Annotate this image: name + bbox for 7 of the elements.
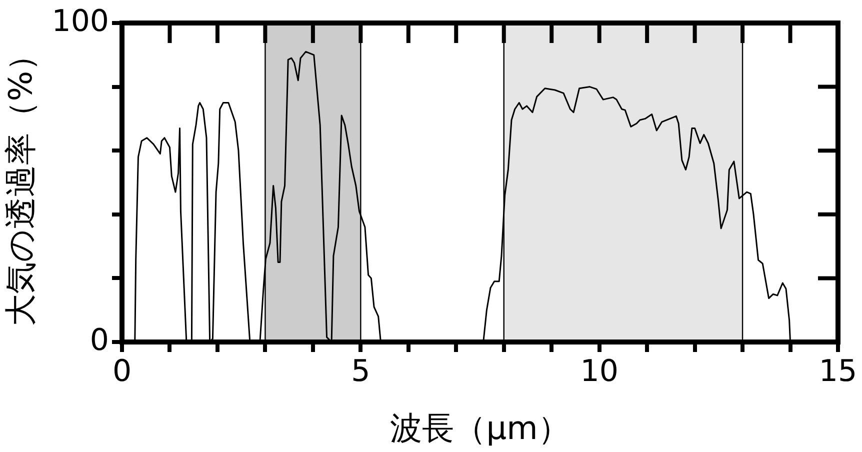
x-tick-label: 15 [818, 354, 858, 389]
x-tick-label: 5 [351, 354, 370, 389]
x-tick-label: 0 [112, 354, 132, 389]
y-tick-label: 100 [52, 4, 109, 39]
x-tick-label: 10 [580, 354, 618, 389]
x-axis-title: 波長（μm） [390, 409, 570, 448]
y-axis-title: 大気の透過率（%） [2, 38, 40, 326]
